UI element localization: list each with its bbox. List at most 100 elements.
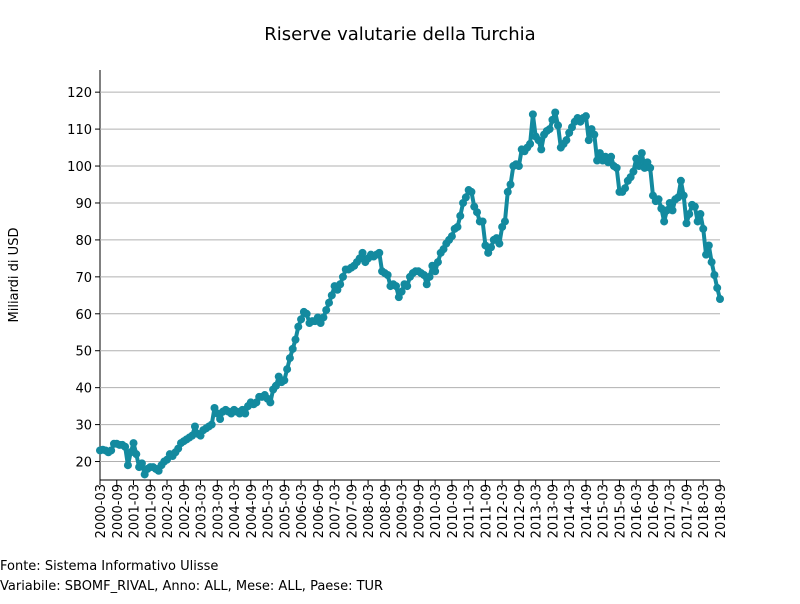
data-point (526, 139, 535, 148)
x-tick-label: 2010-09 (446, 484, 461, 538)
data-point (500, 217, 509, 226)
data-point (137, 459, 146, 468)
x-tick-label: 2018-03 (697, 484, 712, 538)
data-point (503, 187, 512, 196)
x-tick-label: 2014-09 (580, 484, 595, 538)
data-point (537, 145, 546, 154)
data-point (514, 162, 523, 171)
data-point (473, 208, 482, 217)
data-point (216, 415, 225, 424)
data-point (129, 439, 138, 448)
data-point (528, 110, 537, 119)
data-point (506, 180, 515, 189)
chart-title: Riserve valutarie della Turchia (264, 24, 535, 45)
data-point (551, 108, 560, 117)
data-point (676, 176, 685, 185)
data-point (266, 398, 275, 407)
data-point (291, 335, 300, 344)
y-tick-label: 100 (67, 160, 92, 175)
data-point (632, 154, 641, 163)
x-tick-label: 2002-09 (178, 484, 193, 538)
x-tick-label: 2015-03 (597, 484, 612, 538)
data-point (453, 222, 462, 231)
x-tick-label: 2004-03 (228, 484, 243, 538)
data-point (294, 322, 303, 331)
x-tick-label: 2011-03 (463, 484, 478, 538)
x-tick-label: 2009-09 (412, 484, 427, 538)
data-point (693, 217, 702, 226)
data-point (302, 309, 311, 318)
source: Fonte: Sistema Informativo Ulisse (0, 559, 218, 574)
data-point (403, 282, 412, 291)
data-point (660, 217, 669, 226)
data-point (716, 295, 724, 304)
data-point (467, 187, 476, 196)
data-point (461, 193, 470, 202)
x-tick-label: 2001-03 (128, 484, 143, 538)
y-tick-label: 80 (75, 234, 92, 249)
data-point (662, 206, 671, 215)
x-tick-label: 2003-03 (195, 484, 210, 538)
data-point (704, 241, 713, 250)
y-tick-label: 40 (75, 382, 92, 397)
data-point (283, 365, 292, 374)
x-tick-label: 2001-09 (144, 484, 159, 538)
data-point (358, 248, 367, 257)
x-tick-label: 2017-03 (664, 484, 679, 538)
data-point (548, 115, 557, 124)
x-tick-label: 2009-03 (396, 484, 411, 538)
x-tick-label: 2014-03 (563, 484, 578, 538)
x-tick-label: 2004-09 (245, 484, 260, 538)
x-tick-label: 2016-03 (630, 484, 645, 538)
data-point (562, 136, 571, 145)
x-tick-label: 2005-09 (278, 484, 293, 538)
data-point (285, 354, 294, 363)
data-point (383, 271, 392, 279)
data-point (478, 217, 487, 226)
data-point (327, 291, 336, 300)
data-point (486, 243, 495, 252)
data-point (612, 163, 621, 172)
data-point (584, 136, 593, 145)
data-point (132, 450, 141, 459)
note: Variabile: SBOMF_RIVAL, Anno: ALL, Mese:… (0, 579, 383, 594)
y-tick-label: 110 (67, 123, 92, 138)
data-point (702, 250, 711, 259)
x-tick-label: 2007-09 (345, 484, 360, 538)
data-point (190, 422, 199, 431)
data-point (646, 163, 655, 172)
data-point (581, 112, 590, 121)
data-point (607, 152, 616, 161)
data-point (322, 306, 331, 315)
data-point (338, 272, 347, 281)
data-point (241, 409, 250, 418)
data-point (123, 461, 132, 470)
data-point (590, 130, 599, 139)
data-point (392, 282, 401, 291)
data-point (682, 219, 691, 228)
data-point (297, 315, 306, 324)
y-axis-label: Miliardi di USD (7, 228, 22, 323)
x-tick-label: 2008-09 (379, 484, 394, 538)
data-point (121, 442, 130, 451)
x-tick-label: 2005-03 (262, 484, 277, 538)
x-tick-label: 2015-09 (613, 484, 628, 538)
y-tick-label: 30 (75, 419, 92, 434)
data-point (679, 191, 688, 200)
data-point (621, 184, 630, 193)
data-line (99, 110, 722, 477)
x-tick-label: 2016-09 (647, 484, 662, 538)
x-tick-label: 2013-03 (530, 484, 545, 538)
data-point (456, 211, 465, 220)
data-point (699, 224, 708, 233)
x-tick-label: 2007-03 (329, 484, 344, 538)
data-point (710, 271, 719, 279)
x-tick-label: 2008-03 (362, 484, 377, 538)
data-point (713, 283, 722, 292)
data-point (447, 232, 456, 241)
data-point (593, 156, 602, 165)
data-point (534, 136, 543, 145)
data-point (668, 206, 677, 215)
data-point (319, 313, 328, 322)
data-point (336, 280, 345, 289)
